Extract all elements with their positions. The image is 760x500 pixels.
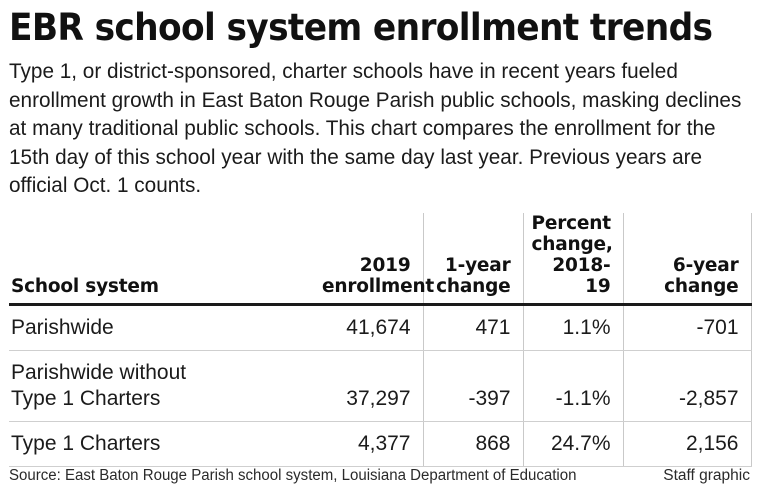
source-note: Source: East Baton Rouge Parish school s… [9, 467, 577, 484]
cell-school-system: Type 1 Charters [9, 421, 322, 467]
enrollment-table: School system 2019 enrollment 1-year cha… [9, 213, 760, 467]
table-row: Parishwide 41,674 471 1.1% -701 -1.7% [9, 304, 760, 351]
column-header-2019-enrollment: 2019 enrollment [322, 213, 434, 306]
cell-2019-enrollment: 4,377 [322, 421, 423, 467]
page-title: EBR school system enrollment trends [9, 6, 713, 49]
column-header-6-year-change: 6-year change [622, 213, 751, 306]
cell-school-system: Parishwide [9, 304, 322, 351]
cell-percent-change-2018-19: 1.1% [522, 304, 623, 351]
cell-6-year-change: 2,156 [622, 421, 751, 467]
cell-6-year-change: -2,857 [622, 350, 751, 422]
table-header-row: School system 2019 enrollment 1-year cha… [9, 213, 760, 306]
table-row: Parishwide without Type 1 Charters 37,29… [9, 350, 760, 422]
cell-school-system: Parishwide without Type 1 Charters [9, 350, 322, 422]
footer: Source: East Baton Rouge Parish school s… [9, 466, 751, 485]
column-header-percent-change-2018-19: Percent change, 2018-19 [522, 213, 623, 306]
column-header-1-year-change: 1-year change [422, 213, 523, 306]
cell-1-year-change: -397 [422, 350, 523, 422]
enrollment-table-wrapper: School system 2019 enrollment 1-year cha… [9, 213, 760, 467]
cell-6-year-change: -701 [622, 304, 751, 351]
cell-percent-change-2018-19: 24.7% [522, 421, 623, 467]
cell-percent-change-2018-19: -1.1% [522, 350, 623, 422]
intro-paragraph: Type 1, or district-sponsored, charter s… [9, 59, 742, 197]
cell-1-year-change: 471 [422, 304, 523, 351]
column-header-school-system: School system [9, 213, 322, 306]
credit-note: Staff graphic [663, 467, 750, 484]
table-row: Type 1 Charters 4,377 868 24.7% 2,156 97… [9, 421, 760, 467]
cell-1-year-change: 868 [422, 421, 523, 467]
cell-2019-enrollment: 41,674 [322, 304, 423, 351]
cell-2019-enrollment: 37,297 [322, 350, 423, 422]
